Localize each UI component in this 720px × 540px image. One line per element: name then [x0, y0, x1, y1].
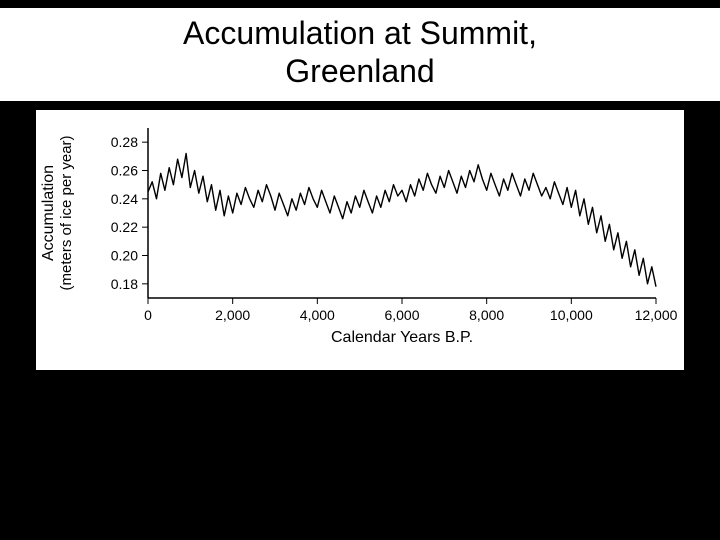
chart-panel: 0.18 0.20 0.22 0.24 0.26 0.28 0 2,000 4,000 6,000… — [36, 110, 684, 370]
svg-text:4,000: 4,000 — [300, 307, 335, 323]
svg-text:0.24: 0.24 — [111, 191, 138, 207]
svg-text:12,000: 12,000 — [635, 307, 678, 323]
svg-text:10,000: 10,000 — [550, 307, 593, 323]
title-line2: Greenland — [285, 53, 434, 89]
slide-title: Accumulation at Summit, Greenland — [0, 8, 720, 101]
svg-text:Calendar Years B.P.: Calendar Years B.P. — [331, 329, 473, 346]
svg-text:6,000: 6,000 — [384, 307, 419, 323]
svg-text:0.18: 0.18 — [111, 276, 138, 292]
svg-text:0.22: 0.22 — [111, 219, 138, 235]
accumulation-line-chart: 0.18 0.20 0.22 0.24 0.26 0.28 0 2,000 4,000 6,000… — [36, 110, 684, 370]
svg-text:0.20: 0.20 — [111, 248, 138, 264]
title-line1: Accumulation at Summit, — [183, 15, 537, 51]
svg-text:0: 0 — [144, 307, 152, 323]
svg-text:8,000: 8,000 — [469, 307, 504, 323]
svg-text:0.26: 0.26 — [111, 163, 138, 179]
slide: Accumulation at Summit, Greenland 0.180.… — [0, 0, 720, 540]
svg-text:0.28: 0.28 — [111, 134, 138, 150]
svg-text:(meters of ice per year): (meters of ice per year) — [58, 135, 75, 290]
svg-text:Accumulation: Accumulation — [40, 165, 57, 261]
svg-text:2,000: 2,000 — [215, 307, 250, 323]
